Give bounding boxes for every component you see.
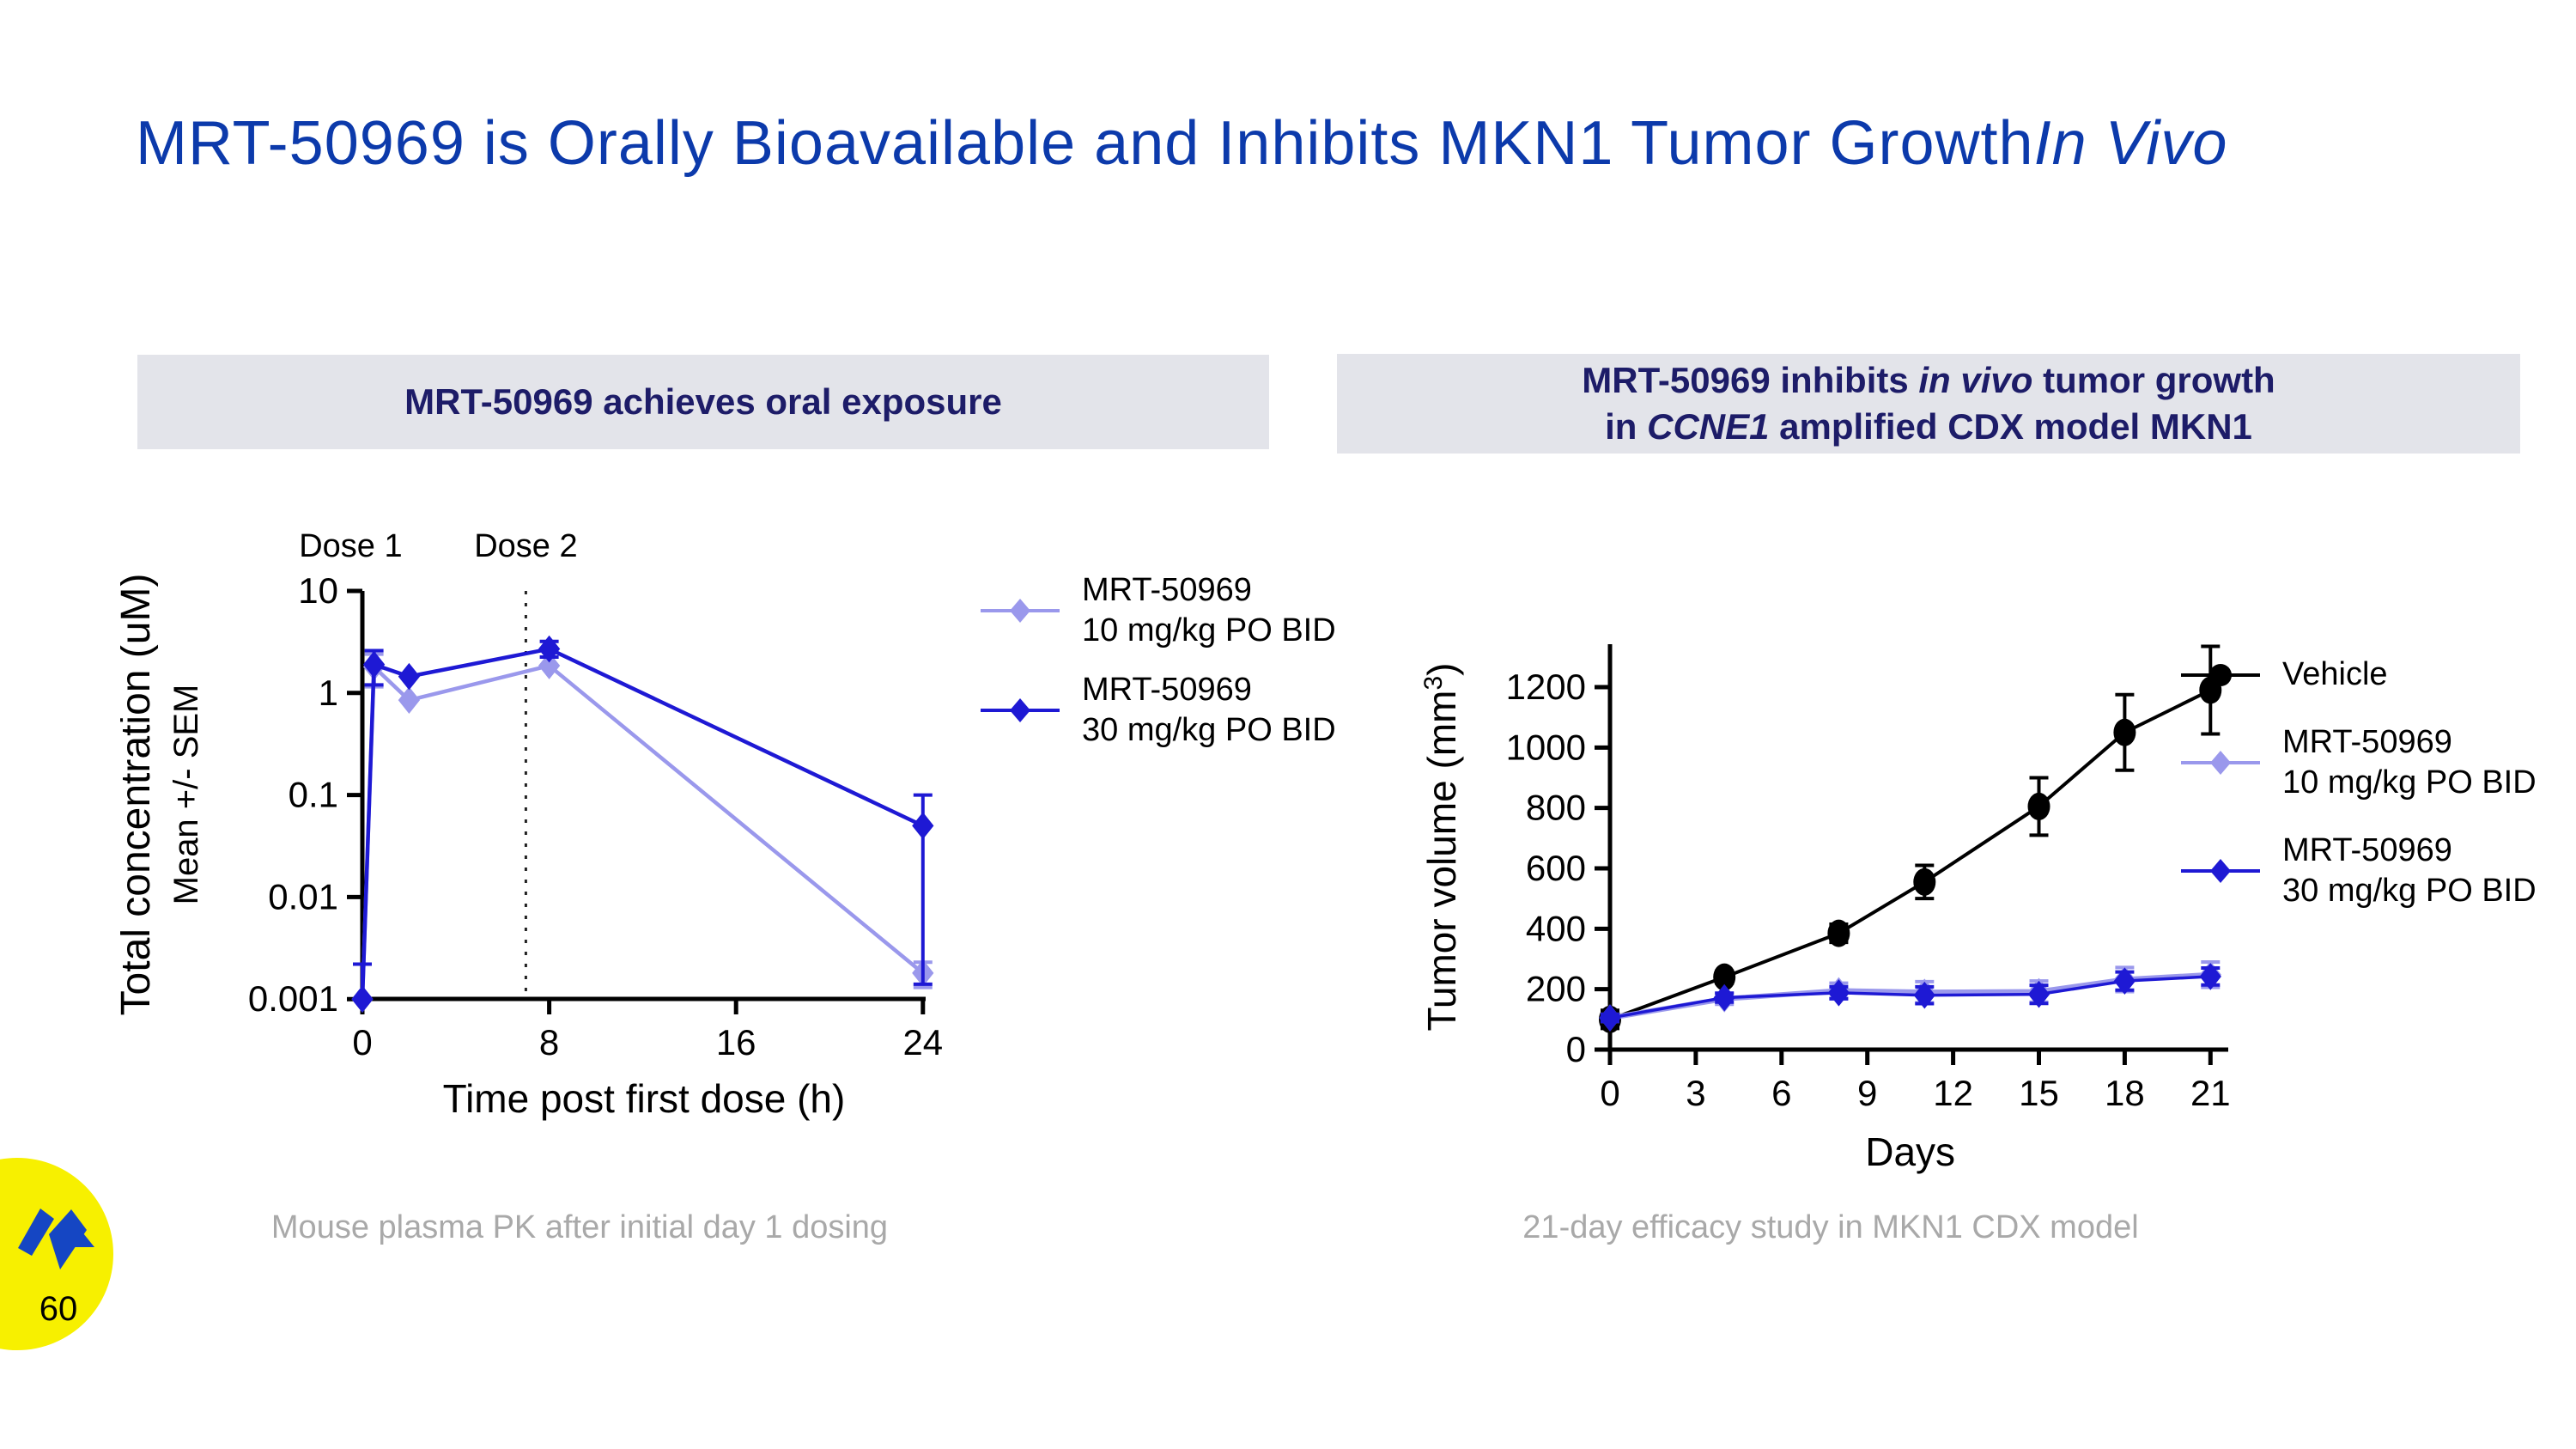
efficacy-legend-item-2: MRT-50969 30 mg/kg PO BID: [2179, 831, 2537, 911]
pk-series-0: [351, 652, 934, 1014]
pk-caption: Mouse plasma PK after initial day 1 dosi…: [270, 1209, 889, 1245]
dose-annotation-2: Dose 2: [474, 528, 577, 564]
pk-x-tick-label: 0: [352, 1022, 372, 1062]
efficacy-legend-label-1: MRT-50969 10 mg/kg PO BID: [2282, 724, 2537, 801]
logo: 60: [0, 1158, 113, 1350]
efficacy-header-line2: in CCNE1 amplified CDX model MKN1: [1605, 406, 2252, 447]
pk-series-line-1: [360, 647, 924, 1000]
dose-annotation-1: Dose 1: [299, 528, 402, 564]
data-point-marker: [2027, 980, 2050, 1008]
logo-m-icon: [18, 1209, 94, 1269]
slide-title-italic: In Vivo: [2033, 109, 2228, 179]
pk-legend-label-0: MRT-50969 10 mg/kg PO BID: [1082, 572, 1336, 648]
efficacy-x-tick-label: 0: [1600, 1073, 1619, 1113]
efficacy-y-tick-label: 0: [1566, 1029, 1586, 1069]
pk-panel-header: MRT-50969 achieves oral exposure: [137, 355, 1269, 449]
pk-legend-item-1: MRT-50969 30 mg/kg PO BID: [979, 670, 1336, 751]
data-point-marker: [1599, 1004, 1621, 1032]
data-point-marker: [398, 662, 421, 691]
efficacy-y-tick-label: 800: [1526, 788, 1586, 828]
data-point-marker: [1827, 919, 1850, 947]
efficacy-y-axis-title: Tumor volume (mm3): [1419, 662, 1464, 1031]
data-point-marker: [1713, 983, 1735, 1012]
efficacy-y-tick-label: 200: [1526, 969, 1586, 1009]
pk-y-tick-label: 0.001: [248, 978, 338, 1019]
efficacy-caption: 21-day efficacy study in MKN1 CDX model: [1522, 1209, 2139, 1245]
efficacy-legend-label-2: MRT-50969 30 mg/kg PO BID: [2282, 832, 2537, 909]
efficacy-series-0: [1599, 644, 2222, 1033]
pk-chart: Dose 1 Dose 2 10 1 0.1 0.01 0.001 0 8 16 24 Time po…: [120, 528, 943, 1121]
efficacy-x-tick-label: 21: [2190, 1073, 2231, 1113]
pk-y-tick-label: 10: [298, 570, 338, 611]
efficacy-x-tick-label: 12: [1933, 1073, 1973, 1113]
pk-y-axis-title: Total concentration (uM): [120, 574, 159, 1016]
data-point-marker: [351, 985, 374, 1014]
pk-y-tick-label: 1: [319, 673, 338, 713]
data-point-marker: [2199, 963, 2221, 990]
efficacy-panel-header: MRT-50969 inhibits in vivo tumor growth …: [1337, 354, 2520, 454]
diamond-legend-marker-icon: [2181, 751, 2260, 775]
diamond-legend-marker-icon: [2181, 859, 2260, 883]
data-point-marker: [1913, 868, 1936, 896]
data-point-marker: [398, 686, 421, 714]
data-point-marker: [912, 812, 934, 840]
data-point-marker: [1913, 981, 1935, 1009]
pk-panel-header-text: MRT-50969 achieves oral exposure: [404, 381, 1002, 422]
pk-x-tick-label: 8: [539, 1022, 559, 1062]
diamond-legend-marker-icon: [981, 698, 1060, 722]
pk-x-axis-title: Time post first dose (h): [443, 1076, 846, 1121]
efficacy-x-tick-label: 15: [2019, 1073, 2059, 1113]
efficacy-x-tick-label: 3: [1686, 1073, 1705, 1113]
pk-y-axis-subtitle: Mean +/- SEM: [167, 685, 205, 905]
efficacy-header-line1: MRT-50969 inhibits in vivo tumor growth: [1582, 360, 2275, 400]
slide-title: MRT-50969 is Orally Bioavailable and Inh…: [136, 108, 2227, 179]
efficacy-y-tick-label: 1000: [1506, 727, 1586, 767]
efficacy-legend: Vehicle MRT-50969 10 mg/kg PO BID MRT-50969…: [2179, 654, 2537, 911]
data-point-marker: [2113, 718, 2136, 746]
data-point-marker: [2113, 967, 2136, 995]
pk-x-tick-label: 24: [902, 1022, 943, 1062]
data-point-marker: [538, 635, 561, 663]
pk-legend-item-0: MRT-50969 10 mg/kg PO BID: [979, 570, 1336, 651]
diamond-legend-marker-icon: [981, 599, 1060, 623]
data-point-marker: [1713, 963, 1736, 991]
efficacy-x-tick-label: 18: [2105, 1073, 2145, 1113]
data-point-marker: [2027, 792, 2050, 820]
efficacy-series-2: [1599, 963, 2221, 1032]
pk-y-tick-label: 0.1: [289, 775, 338, 815]
efficacy-x-tick-label: 6: [1771, 1073, 1791, 1113]
pk-series-1: [351, 635, 934, 1014]
efficacy-x-tick-label: 9: [1857, 1073, 1877, 1113]
efficacy-y-tick-label: 600: [1526, 848, 1586, 888]
efficacy-legend-item-1: MRT-50969 10 mg/kg PO BID: [2179, 722, 2537, 803]
data-point-marker: [362, 650, 386, 679]
pk-legend: MRT-50969 10 mg/kg PO BID MRT-50969 30 mg/k…: [979, 570, 1336, 751]
pk-axes: [347, 588, 926, 1014]
efficacy-axes: [1595, 644, 2228, 1065]
efficacy-x-axis-title: Days: [1865, 1129, 1955, 1174]
page-number: 60: [39, 1290, 78, 1328]
efficacy-y-tick-label: 1200: [1506, 667, 1586, 707]
data-point-marker: [538, 652, 561, 679]
pk-y-tick-label: 0.01: [268, 876, 338, 916]
efficacy-legend-item-0: Vehicle: [2179, 654, 2537, 695]
pk-series-line-0: [360, 662, 925, 1000]
circle-legend-marker-icon: [2181, 663, 2260, 686]
pk-x-tick-label: 16: [716, 1022, 756, 1062]
data-point-marker: [1827, 979, 1850, 1007]
efficacy-legend-label-0: Vehicle: [2282, 656, 2388, 692]
efficacy-y-tick-label: 400: [1526, 908, 1586, 948]
pk-legend-label-1: MRT-50969 30 mg/kg PO BID: [1082, 672, 1336, 748]
slide-title-main: MRT-50969 is Orally Bioavailable and Inh…: [136, 109, 2034, 179]
efficacy-chart: 0 200 400 600 800 1000 1200 0 3 6 9 12 15 18 21 Days Tum…: [1419, 644, 2231, 1174]
